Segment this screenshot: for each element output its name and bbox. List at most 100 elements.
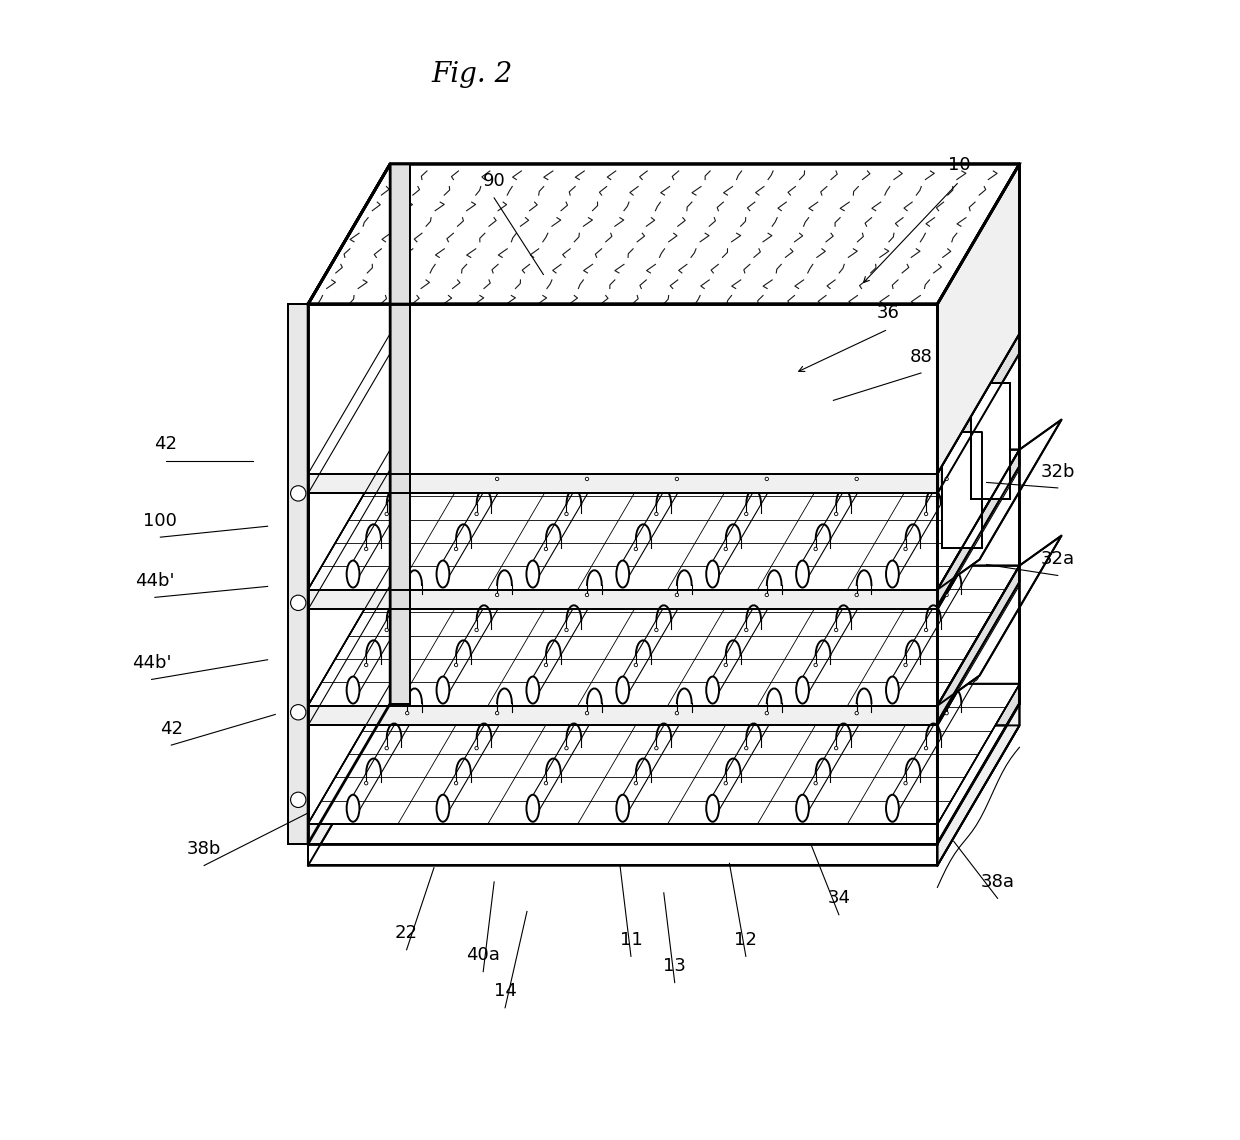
Polygon shape <box>308 474 937 494</box>
Text: 42: 42 <box>154 435 177 453</box>
Polygon shape <box>308 449 1019 589</box>
Ellipse shape <box>879 537 890 563</box>
Text: 14: 14 <box>494 983 517 1000</box>
Circle shape <box>496 711 498 715</box>
Ellipse shape <box>429 421 440 447</box>
Ellipse shape <box>609 537 620 563</box>
Circle shape <box>945 711 949 715</box>
Ellipse shape <box>609 421 620 447</box>
Ellipse shape <box>347 561 360 587</box>
Circle shape <box>564 512 568 515</box>
Text: 38b: 38b <box>187 840 221 858</box>
Circle shape <box>856 711 858 715</box>
Polygon shape <box>937 164 1019 844</box>
Circle shape <box>835 747 838 750</box>
Circle shape <box>365 547 368 551</box>
Ellipse shape <box>879 421 890 447</box>
Circle shape <box>405 711 409 715</box>
Text: 12: 12 <box>734 931 758 948</box>
Circle shape <box>405 478 409 481</box>
Circle shape <box>676 711 678 715</box>
Ellipse shape <box>699 656 711 681</box>
Ellipse shape <box>699 537 711 563</box>
Ellipse shape <box>887 676 899 703</box>
Polygon shape <box>308 684 1019 824</box>
Text: 22: 22 <box>396 925 418 943</box>
Circle shape <box>454 782 458 785</box>
Circle shape <box>655 512 658 515</box>
Ellipse shape <box>879 656 890 681</box>
Ellipse shape <box>527 795 539 822</box>
Polygon shape <box>308 684 1019 824</box>
Circle shape <box>724 663 728 667</box>
Circle shape <box>496 478 498 481</box>
Circle shape <box>475 747 479 750</box>
Circle shape <box>765 478 769 481</box>
Ellipse shape <box>968 656 980 681</box>
Polygon shape <box>308 164 391 844</box>
Ellipse shape <box>796 561 808 587</box>
Polygon shape <box>308 304 937 844</box>
Polygon shape <box>937 565 1019 725</box>
Ellipse shape <box>707 561 719 587</box>
Ellipse shape <box>436 676 449 703</box>
Ellipse shape <box>968 421 980 447</box>
Circle shape <box>924 512 928 515</box>
Ellipse shape <box>527 561 539 587</box>
Ellipse shape <box>429 537 440 563</box>
Ellipse shape <box>707 676 719 703</box>
Ellipse shape <box>796 676 808 703</box>
Circle shape <box>904 547 908 551</box>
Circle shape <box>290 705 306 720</box>
Polygon shape <box>937 684 1019 844</box>
Polygon shape <box>942 432 982 547</box>
Ellipse shape <box>887 561 899 587</box>
Ellipse shape <box>520 537 531 563</box>
Polygon shape <box>308 449 1019 589</box>
Circle shape <box>384 512 388 515</box>
Circle shape <box>496 593 498 596</box>
Circle shape <box>835 512 838 515</box>
Polygon shape <box>937 164 1019 474</box>
Circle shape <box>655 747 658 750</box>
Circle shape <box>585 711 589 715</box>
Ellipse shape <box>789 656 800 681</box>
Circle shape <box>765 711 769 715</box>
Text: 36: 36 <box>877 304 899 321</box>
Text: 44b': 44b' <box>131 654 171 671</box>
Text: 42: 42 <box>160 719 182 738</box>
Ellipse shape <box>616 561 629 587</box>
Text: 44b': 44b' <box>135 572 175 589</box>
Text: 11: 11 <box>620 931 642 948</box>
Polygon shape <box>308 565 1019 706</box>
Circle shape <box>945 478 949 481</box>
Circle shape <box>904 663 908 667</box>
Circle shape <box>676 478 678 481</box>
Circle shape <box>475 512 479 515</box>
Ellipse shape <box>616 676 629 703</box>
Ellipse shape <box>789 537 800 563</box>
Polygon shape <box>308 824 937 844</box>
Polygon shape <box>971 383 1011 498</box>
Polygon shape <box>937 334 1019 494</box>
Ellipse shape <box>609 656 620 681</box>
Circle shape <box>813 782 817 785</box>
Text: 32a: 32a <box>1040 551 1075 568</box>
Ellipse shape <box>707 795 719 822</box>
Ellipse shape <box>429 656 440 681</box>
Ellipse shape <box>887 795 899 822</box>
Circle shape <box>454 547 458 551</box>
Ellipse shape <box>347 676 360 703</box>
Polygon shape <box>937 420 1061 589</box>
Circle shape <box>290 595 306 611</box>
Text: 34: 34 <box>827 889 851 907</box>
Circle shape <box>924 628 928 632</box>
Circle shape <box>564 747 568 750</box>
Circle shape <box>384 628 388 632</box>
Polygon shape <box>308 565 1019 706</box>
Circle shape <box>813 663 817 667</box>
Circle shape <box>365 782 368 785</box>
Circle shape <box>634 663 637 667</box>
Ellipse shape <box>789 421 800 447</box>
Text: 13: 13 <box>663 958 686 975</box>
